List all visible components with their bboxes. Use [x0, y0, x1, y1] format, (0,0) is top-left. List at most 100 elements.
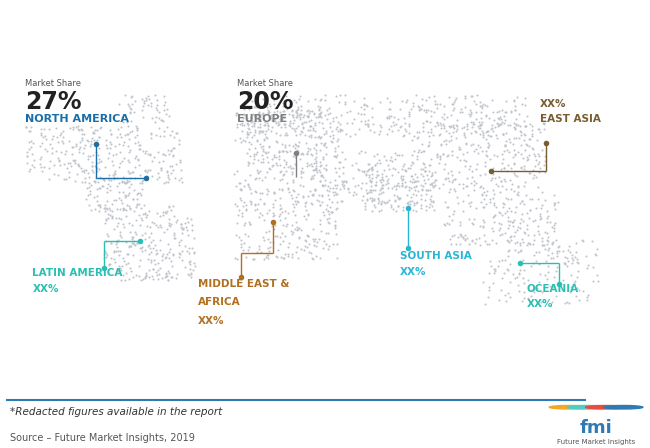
Point — [276, 204, 287, 211]
Point — [174, 238, 184, 246]
Point — [275, 211, 285, 218]
Point — [496, 120, 506, 127]
Point — [105, 144, 115, 151]
Point — [247, 134, 257, 141]
Point — [268, 161, 278, 168]
Point — [417, 172, 428, 180]
Point — [21, 159, 32, 166]
Point — [265, 166, 275, 173]
Point — [154, 158, 164, 165]
Point — [291, 109, 302, 116]
Point — [83, 170, 94, 177]
Point — [445, 185, 455, 193]
Point — [489, 218, 499, 225]
Point — [123, 167, 133, 174]
Point — [497, 231, 508, 238]
Circle shape — [567, 405, 606, 409]
Point — [513, 184, 523, 191]
Point — [108, 161, 118, 168]
Point — [479, 195, 489, 202]
Point — [295, 102, 306, 109]
Point — [267, 163, 278, 170]
Point — [361, 171, 371, 178]
Point — [296, 110, 306, 117]
Point — [287, 171, 297, 178]
Point — [366, 182, 376, 190]
Point — [140, 236, 151, 243]
Point — [296, 150, 307, 157]
Point — [261, 127, 271, 134]
Point — [315, 147, 325, 154]
Point — [422, 171, 432, 178]
Point — [65, 124, 75, 131]
Point — [118, 254, 128, 262]
Point — [135, 237, 145, 244]
Point — [464, 199, 474, 207]
Point — [428, 198, 438, 205]
Point — [339, 98, 350, 105]
Point — [398, 175, 408, 182]
Point — [162, 225, 172, 233]
Point — [569, 278, 580, 285]
Point — [315, 254, 326, 261]
Point — [125, 228, 135, 235]
Point — [241, 253, 252, 260]
Point — [68, 157, 79, 164]
Point — [302, 244, 313, 251]
Point — [503, 289, 514, 297]
Point — [405, 197, 415, 204]
Point — [367, 166, 377, 173]
Point — [422, 142, 433, 149]
Point — [365, 126, 376, 133]
Point — [540, 197, 551, 204]
Point — [439, 137, 450, 144]
Point — [519, 132, 530, 139]
Point — [126, 106, 136, 113]
Point — [478, 133, 489, 140]
Point — [114, 251, 124, 258]
Point — [475, 241, 486, 249]
Point — [417, 140, 427, 147]
Point — [412, 199, 423, 206]
Point — [189, 234, 200, 241]
Point — [235, 134, 246, 142]
Point — [242, 120, 252, 127]
Point — [153, 275, 163, 282]
Point — [435, 131, 445, 138]
Point — [521, 122, 531, 129]
Point — [398, 203, 408, 211]
Point — [497, 130, 508, 138]
Point — [278, 147, 288, 155]
Point — [417, 127, 428, 134]
Point — [68, 156, 78, 164]
Point — [141, 95, 151, 102]
Point — [39, 163, 49, 170]
Point — [242, 133, 252, 140]
Point — [314, 198, 324, 205]
Point — [480, 151, 491, 159]
Point — [500, 177, 510, 185]
Point — [306, 123, 316, 130]
Point — [421, 96, 431, 103]
Point — [259, 92, 270, 99]
Point — [104, 171, 114, 178]
Point — [302, 112, 313, 119]
Point — [532, 228, 543, 235]
Point — [526, 262, 537, 269]
Point — [532, 151, 543, 158]
Point — [500, 142, 510, 149]
Point — [53, 155, 64, 162]
Point — [519, 146, 530, 153]
Point — [263, 245, 273, 252]
Point — [243, 246, 254, 254]
Point — [86, 123, 96, 130]
Point — [280, 129, 291, 137]
Point — [109, 196, 119, 203]
Point — [187, 227, 197, 234]
Point — [231, 256, 242, 263]
Point — [448, 99, 459, 106]
Point — [543, 247, 553, 254]
Point — [499, 141, 510, 148]
Point — [335, 127, 345, 134]
Point — [88, 194, 99, 201]
